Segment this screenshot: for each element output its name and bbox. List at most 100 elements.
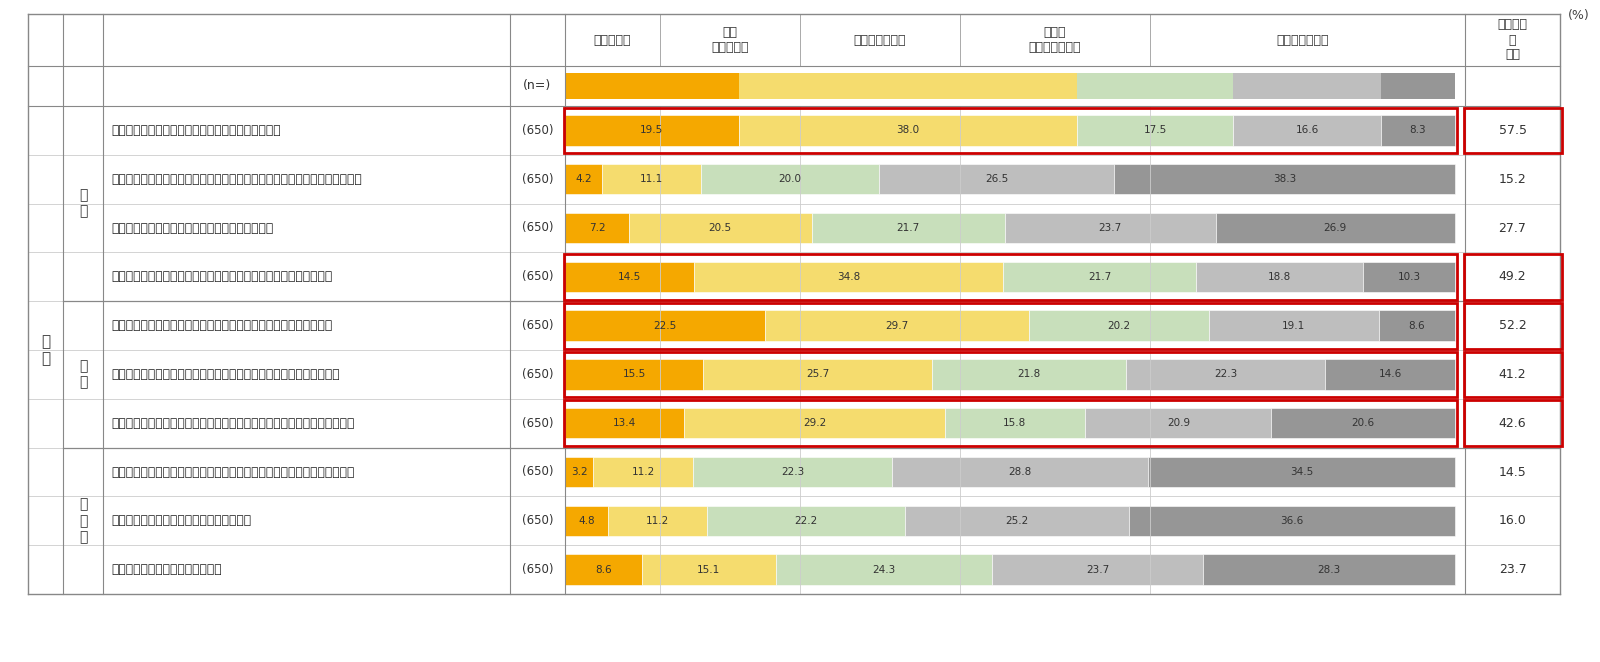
- Text: 16.6: 16.6: [1296, 125, 1318, 136]
- Text: 11.2: 11.2: [646, 516, 669, 526]
- Bar: [1234, 115, 1381, 146]
- Bar: [878, 164, 1115, 195]
- Text: 36.6: 36.6: [1280, 516, 1304, 526]
- Bar: [1381, 73, 1454, 99]
- Text: 34.5: 34.5: [1290, 467, 1314, 477]
- Bar: [565, 359, 702, 389]
- Bar: [1381, 115, 1454, 146]
- Text: 28.8: 28.8: [1008, 467, 1032, 477]
- Bar: [1216, 213, 1454, 243]
- Text: (650): (650): [522, 563, 554, 576]
- Text: どちらでもない: どちらでもない: [854, 34, 906, 46]
- Text: 23.7: 23.7: [1099, 223, 1122, 233]
- Bar: [1077, 115, 1234, 146]
- Text: 11.2: 11.2: [632, 467, 654, 477]
- Bar: [1379, 310, 1454, 341]
- Bar: [891, 457, 1147, 487]
- Bar: [1203, 555, 1454, 585]
- Bar: [1272, 408, 1454, 438]
- Text: 14.5: 14.5: [1499, 465, 1526, 479]
- Text: 23.7: 23.7: [1499, 563, 1526, 576]
- Bar: [765, 310, 1029, 341]
- Text: 旅行者で混雑して、普段使うバスや電車に乗車できない、お店に入れない: 旅行者で混雑して、普段使うバスや電車に乗車できない、お店に入れない: [110, 416, 354, 430]
- Text: 26.9: 26.9: [1323, 223, 1347, 233]
- Bar: [811, 213, 1005, 243]
- Bar: [565, 115, 739, 146]
- Text: 4.2: 4.2: [576, 174, 592, 184]
- Text: 4.8: 4.8: [578, 516, 595, 526]
- Bar: [1077, 73, 1234, 99]
- Text: 20.5: 20.5: [709, 223, 731, 233]
- Bar: [933, 359, 1126, 389]
- Bar: [739, 73, 1077, 99]
- Bar: [707, 506, 906, 536]
- Text: 自然環境が悪化していると感じる: 自然環境が悪化していると感じる: [110, 563, 222, 576]
- Text: 34.8: 34.8: [837, 272, 861, 282]
- Bar: [1464, 107, 1562, 154]
- Bar: [629, 213, 811, 243]
- Text: 3.2: 3.2: [571, 467, 587, 477]
- Text: 看板、飲食店のメニューなどで外国語表記を見ることが増え、落ち着かない: 看板、飲食店のメニューなどで外国語表記を見ることが増え、落ち着かない: [110, 173, 362, 186]
- Bar: [1464, 254, 1562, 300]
- Bar: [1085, 408, 1272, 438]
- Text: 25.7: 25.7: [806, 369, 829, 379]
- Bar: [1130, 506, 1454, 536]
- Text: (650): (650): [522, 514, 554, 528]
- Bar: [906, 506, 1130, 536]
- Text: 15.8: 15.8: [1003, 418, 1027, 428]
- Bar: [1197, 261, 1363, 292]
- Bar: [594, 457, 693, 487]
- Text: 19.5: 19.5: [640, 125, 664, 136]
- Bar: [563, 254, 1456, 300]
- Bar: [565, 408, 685, 438]
- Text: 15.5: 15.5: [622, 369, 646, 379]
- Text: あてはま
る
・計: あてはま る ・計: [1498, 19, 1528, 62]
- Bar: [1464, 401, 1562, 446]
- Bar: [642, 555, 776, 585]
- Bar: [565, 164, 602, 195]
- Text: 22.3: 22.3: [1214, 369, 1237, 379]
- Text: 14.5: 14.5: [618, 272, 642, 282]
- Bar: [1147, 457, 1454, 487]
- Text: 7.2: 7.2: [589, 223, 605, 233]
- Bar: [1464, 303, 1562, 348]
- Text: 49.2: 49.2: [1499, 270, 1526, 283]
- Bar: [1003, 261, 1197, 292]
- Text: 21.8: 21.8: [1018, 369, 1040, 379]
- Text: 38.0: 38.0: [896, 125, 920, 136]
- Text: 52.2: 52.2: [1499, 319, 1526, 332]
- Text: あまり
あてはまらない: あまり あてはまらない: [1029, 26, 1082, 54]
- Bar: [565, 213, 629, 243]
- Text: マナーが悪い（割り込み、路上飲酒、ポイ捨てなど）旅行者がいる: マナーが悪い（割り込み、路上飲酒、ポイ捨てなど）旅行者がいる: [110, 319, 333, 332]
- Text: 38.3: 38.3: [1274, 174, 1296, 184]
- Bar: [992, 555, 1203, 585]
- Text: 8.6: 8.6: [595, 565, 611, 575]
- Text: (650): (650): [522, 368, 554, 381]
- Text: 20.0: 20.0: [779, 174, 802, 184]
- Text: 11.1: 11.1: [640, 174, 664, 184]
- Text: 建造物・文化財などの破損・落書きがある: 建造物・文化財などの破損・落書きがある: [110, 514, 251, 528]
- Text: 15.1: 15.1: [698, 565, 720, 575]
- Text: 旅行者の増加によって、生活圈の雰囲気が変わった: 旅行者の増加によって、生活圈の雰囲気が変わった: [110, 124, 280, 137]
- Text: (650): (650): [522, 319, 554, 332]
- Text: 42.6: 42.6: [1499, 416, 1526, 430]
- Text: 21.7: 21.7: [896, 223, 920, 233]
- Text: 食べ歩きで店内・施設内に入り、展示商品やほかの人の洋服などが汚れる: 食べ歩きで店内・施設内に入り、展示商品やほかの人の洋服などが汚れる: [110, 465, 354, 479]
- Text: 不
安: 不 安: [78, 189, 86, 218]
- Bar: [701, 164, 878, 195]
- Text: 22.2: 22.2: [795, 516, 818, 526]
- Text: 8.6: 8.6: [1408, 320, 1426, 330]
- Text: (650): (650): [522, 222, 554, 234]
- Bar: [944, 408, 1085, 438]
- Text: 10.3: 10.3: [1398, 272, 1421, 282]
- Text: 20.2: 20.2: [1107, 320, 1131, 330]
- Text: 不
快: 不 快: [78, 359, 86, 389]
- Bar: [776, 555, 992, 585]
- Bar: [608, 506, 707, 536]
- Bar: [565, 73, 739, 99]
- Text: 16.0: 16.0: [1499, 514, 1526, 528]
- Text: (650): (650): [522, 124, 554, 137]
- Text: 25.2: 25.2: [1005, 516, 1029, 526]
- Bar: [1363, 261, 1454, 292]
- Text: 20.6: 20.6: [1352, 418, 1374, 428]
